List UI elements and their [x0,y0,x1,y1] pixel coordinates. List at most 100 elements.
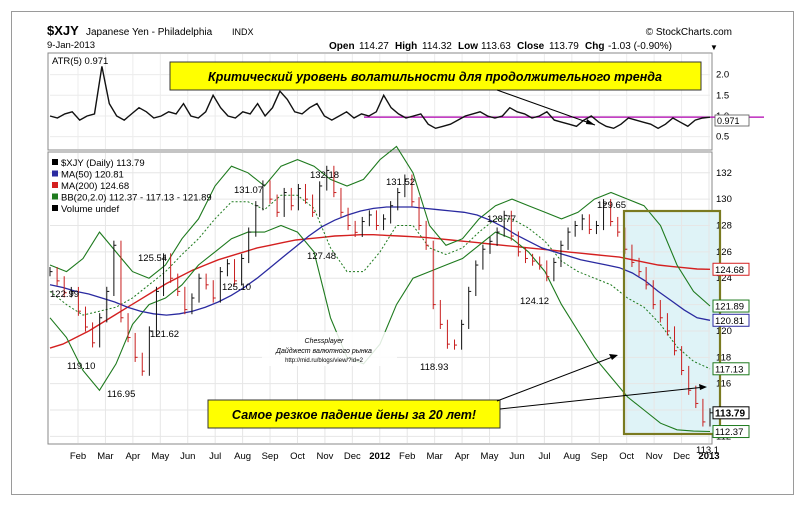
x-tick-label: Sep [262,451,279,462]
close-value: 113.79 [549,41,579,52]
x-tick-label: Jul [209,451,221,462]
brand: © StockCharts.com [646,27,732,38]
price-annotation-arrow-low [499,386,706,410]
y-tick-label: 116 [716,379,731,390]
legend-entry: BB(20,2.0) 112.37 - 117.13 - 121.89 [61,193,212,204]
x-tick-label: Mar [426,451,442,462]
x-tick-label: 2013 [698,451,719,462]
price-annotation-label: 129.65 [597,200,626,211]
price-annotation-label: 127.48 [307,251,336,262]
bb-upper-line [49,145,711,307]
atr-tick-label: 0.5 [716,132,729,143]
symbol: $XJY [47,23,79,38]
ma200-line [49,233,711,349]
atr-last-value: 0.971 [717,116,740,126]
x-tick-label: Aug [563,451,580,462]
y-tick-label: 126 [716,247,732,258]
x-tick-label: Feb [70,451,86,462]
x-tick-label: 2012 [369,451,390,462]
open-label: Open [329,41,355,52]
price-annotations: 122.99 119.10 116.95 125.54 121.62 125.10 131.… [50,170,719,456]
legend-entry: MA(200) 124.68 [61,181,129,192]
price-annotation-label: 122.99 [50,289,79,300]
right-value-label: 121.89 [715,302,744,313]
watermark: Chessplayer Дайджест валютного рынка htt… [262,332,397,366]
x-tick-label: Jun [180,451,195,462]
price-annotation: Самое резкое падение йены за 20 лет! [232,408,476,422]
atr-annotation: Критический уровень волатильности для пр… [208,70,662,84]
x-tick-label: Dec [344,451,361,462]
instrument-name: Japanese Yen - Philadelphia [86,27,213,38]
chg-down-icon: ▼ [710,43,718,52]
x-tick-label: May [481,451,499,462]
right-value-box [712,406,750,420]
right-value-box [712,425,750,439]
exchange: INDX [232,27,254,37]
ma50-line [49,206,711,321]
right-value-label: 124.68 [715,265,744,276]
x-tick-label: Nov [646,451,663,462]
price-annotation-label: 124.12 [520,296,549,307]
legend-entry: MA(50) 120.81 [61,170,124,181]
right-value-box [712,262,750,276]
y-tick-label: 124 [716,273,732,284]
x-tick-label: Mar [97,451,113,462]
price-annotation-label: 131.52 [386,177,415,188]
right-axis-labels: 124.68 121.89 120.81 117.13 113.79 112.37 [712,262,750,439]
x-tick-label: Apr [455,451,470,462]
right-value-label: 120.81 [715,316,744,327]
y-tick-label: 120 [716,326,732,337]
right-value-box [712,362,750,376]
chg-value: -1.03 (-0.90%) [608,41,672,52]
x-tick-label: Apr [125,451,140,462]
price-annotation-label: 132.18 [310,170,339,181]
chg-label: Chg [585,41,604,52]
right-value-box [712,299,750,313]
bb-mid-line [49,194,711,370]
x-tick-label: Aug [234,451,251,462]
y-tick-label: 130 [716,194,732,205]
right-value-label: 117.13 [715,364,743,375]
price-annotation-box [207,399,501,429]
high-label: High [395,41,417,52]
watermark-line-3: http://mid.ru/blogs/view/?id=2 [285,358,364,364]
high-value: 114.32 [422,41,452,52]
open-value: 114.27 [359,41,389,52]
close-label: Close [517,41,545,52]
price-grid [50,153,710,443]
x-tick-label: Jul [538,451,550,462]
x-tick-label: Oct [619,451,634,462]
low-label: Low [458,41,478,52]
x-tick-label: Dec [673,451,690,462]
legend-entry: Volume undef [61,204,119,215]
x-tick-label: Jun [509,451,524,462]
atr-axis: 2.01.51.00.5 [716,70,729,143]
arrowhead-low-icon [699,384,707,390]
legend-entry: $XJY (Daily) 113.79 [61,158,145,169]
price-swatch [52,159,58,165]
y-tick-label: 132 [716,168,732,179]
y-tick-label: 128 [716,221,732,232]
price-annotation-label: 125.54 [138,253,167,264]
y-tick-label: 118 [716,352,731,363]
low-value: 113.63 [481,41,511,52]
x-tick-label: Feb [399,451,415,462]
ma50-swatch [52,170,58,177]
chart-frame: $XJY Japanese Yen - Philadelphia INDX 9-… [11,11,794,495]
atr-legend: ATR(5) 0.971 [52,56,108,67]
price-annotation-arrow-high [496,355,616,402]
price-annotation-label: 131.07 [234,185,263,196]
atr-annotation-arrow [496,89,596,126]
x-tick-label: May [151,451,169,462]
x-tick-label: Oct [290,451,305,462]
chart-svg: $XJY Japanese Yen - Philadelphia INDX 9-… [47,23,764,462]
chart-date: 9-Jan-2013 [47,40,95,51]
price-annotation-label: 119.10 [67,361,95,372]
x-tick-label: Nov [316,451,333,462]
atr-annotation-box [169,61,702,91]
right-value-label: 112.37 [715,427,743,438]
arrowhead-high-icon [609,354,618,360]
atr-tick-label: 2.0 [716,70,729,81]
price-annotation-label: 125.10 [222,282,251,293]
